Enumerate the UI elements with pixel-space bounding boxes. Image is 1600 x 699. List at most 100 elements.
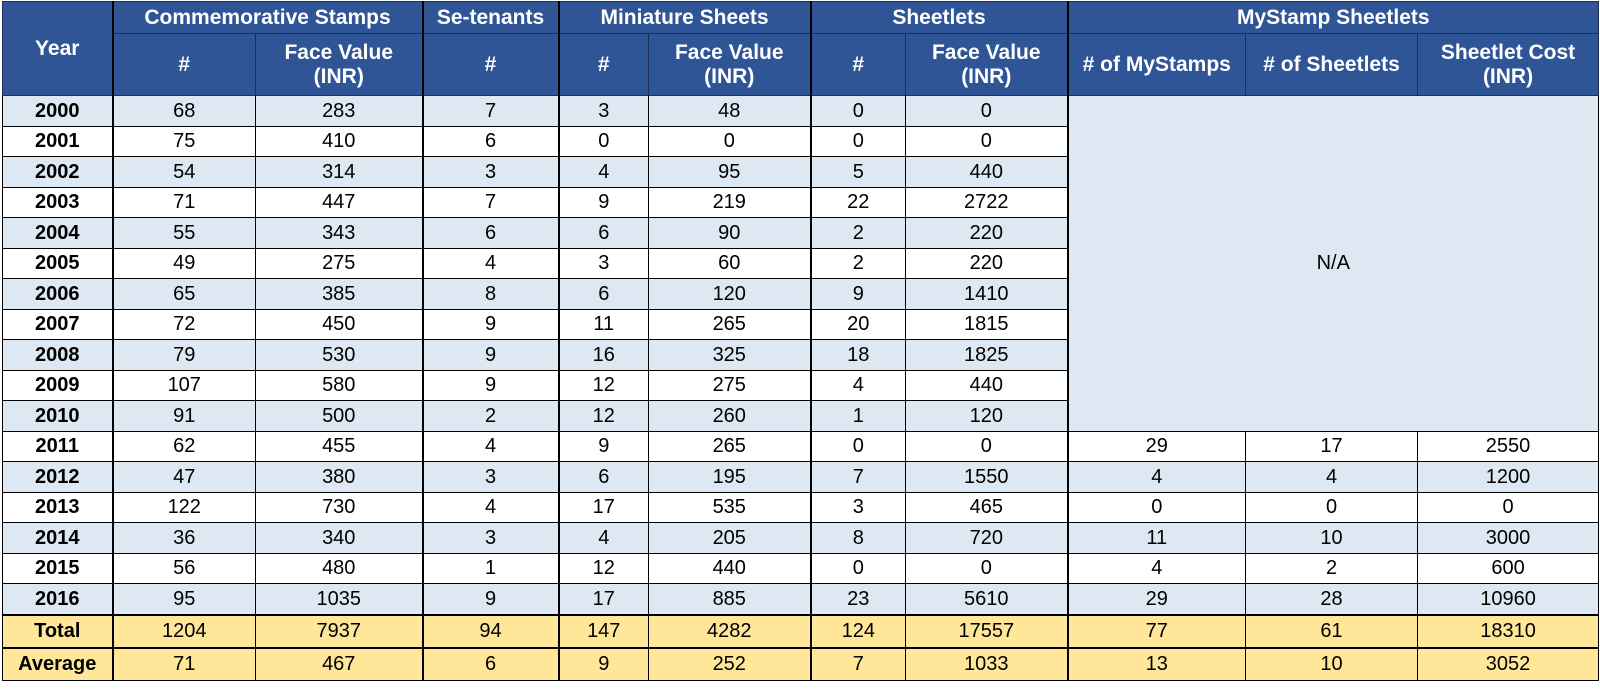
data-row: 2006 65 385 8 6 120 9 1410 bbox=[2, 278, 1599, 310]
column-header: # bbox=[809, 33, 907, 96]
value-cell: 0 bbox=[905, 95, 1069, 127]
value-cell: 107 bbox=[112, 369, 256, 401]
total-cell: 61 bbox=[1245, 613, 1419, 648]
value-cell: 260 bbox=[647, 400, 812, 432]
value-cell: 385 bbox=[255, 278, 423, 310]
value-cell: 0 bbox=[905, 552, 1069, 584]
value-cell: 410 bbox=[255, 125, 423, 157]
value-cell: 2 bbox=[1245, 552, 1419, 584]
value-cell: 56 bbox=[112, 552, 256, 584]
value-cell: 48 bbox=[647, 95, 812, 127]
year-cell: 2010 bbox=[2, 400, 114, 432]
data-row: 2011 62 455 4 9 265 0 0 29 17 2550 bbox=[2, 430, 1600, 462]
value-cell: 11 bbox=[557, 308, 649, 340]
value-cell: 1410 bbox=[905, 278, 1069, 310]
value-cell: 9 bbox=[421, 308, 559, 340]
average-cell: 1033 bbox=[905, 646, 1069, 681]
value-cell: 325 bbox=[647, 339, 812, 371]
value-cell: 22 bbox=[809, 186, 907, 218]
value-cell: 62 bbox=[112, 430, 256, 462]
total-label: Total bbox=[2, 613, 114, 648]
total-cell: 124 bbox=[809, 613, 907, 648]
value-cell: 600 bbox=[1417, 552, 1600, 584]
value-cell: 6 bbox=[421, 217, 559, 249]
total-cell: 18310 bbox=[1417, 613, 1600, 648]
data-row: 2008 79 530 9 16 325 18 1825 bbox=[2, 339, 1599, 371]
value-cell: 17 bbox=[1245, 430, 1419, 462]
value-cell: 12 bbox=[557, 552, 649, 584]
year-cell: 2002 bbox=[2, 156, 114, 188]
na-cell: N/A bbox=[1066, 95, 1600, 432]
value-cell: 450 bbox=[255, 308, 423, 340]
year-cell: 2012 bbox=[2, 461, 114, 493]
value-cell: 11 bbox=[1066, 522, 1247, 554]
value-cell: 18 bbox=[809, 339, 907, 371]
year-cell: 2004 bbox=[2, 217, 114, 249]
value-cell: 6 bbox=[557, 461, 649, 493]
value-cell: 29 bbox=[1066, 430, 1247, 462]
year-cell: 2006 bbox=[2, 278, 114, 310]
value-cell: 16 bbox=[557, 339, 649, 371]
value-cell: 95 bbox=[112, 583, 256, 615]
value-cell: 120 bbox=[905, 400, 1069, 432]
value-cell: 2 bbox=[809, 247, 907, 279]
value-cell: 1200 bbox=[1417, 461, 1600, 493]
value-cell: 1035 bbox=[255, 583, 423, 615]
group-header: Se-tenants bbox=[421, 1, 559, 34]
value-cell: 455 bbox=[255, 430, 423, 462]
value-cell: 4 bbox=[809, 369, 907, 401]
average-row: Average 71 467 6 9 252 7 1033 13 10 3052 bbox=[2, 646, 1600, 681]
value-cell: 343 bbox=[255, 217, 423, 249]
column-header: # of MyStamps bbox=[1066, 33, 1247, 96]
value-cell: 9 bbox=[809, 278, 907, 310]
value-cell: 90 bbox=[647, 217, 812, 249]
value-cell: 530 bbox=[255, 339, 423, 371]
value-cell: 71 bbox=[112, 186, 256, 218]
total-cell: 17557 bbox=[905, 613, 1069, 648]
value-cell: 7 bbox=[809, 461, 907, 493]
year-cell: 2005 bbox=[2, 247, 114, 279]
value-cell: 5 bbox=[809, 156, 907, 188]
value-cell: 1 bbox=[421, 552, 559, 584]
value-cell: 29 bbox=[1066, 583, 1247, 615]
column-header: # bbox=[111, 33, 256, 96]
value-cell: 219 bbox=[647, 186, 812, 218]
value-cell: 72 bbox=[112, 308, 256, 340]
value-cell: 2550 bbox=[1417, 430, 1600, 462]
value-cell: 4 bbox=[1066, 552, 1247, 584]
total-cell: 77 bbox=[1066, 613, 1247, 648]
column-header: Face Value (INR) bbox=[905, 33, 1069, 96]
value-cell: 220 bbox=[905, 247, 1069, 279]
value-cell: 1825 bbox=[905, 339, 1069, 371]
value-cell: 0 bbox=[647, 125, 812, 157]
value-cell: 75 bbox=[112, 125, 256, 157]
value-cell: 265 bbox=[647, 430, 812, 462]
data-row: 2009 107 580 9 12 275 4 440 bbox=[2, 369, 1599, 401]
stamp-table: Year Commemorative Stamps Se-tenants Minia… bbox=[2, 1, 1600, 681]
average-cell: 467 bbox=[255, 646, 423, 681]
year-header: Year bbox=[2, 1, 113, 96]
data-row: 2014 36 340 3 4 205 8 720 11 10 3000 bbox=[2, 522, 1600, 554]
value-cell: 9 bbox=[557, 430, 649, 462]
value-cell: 0 bbox=[809, 552, 907, 584]
average-cell: 3052 bbox=[1417, 646, 1600, 681]
value-cell: 0 bbox=[905, 430, 1069, 462]
value-cell: 314 bbox=[255, 156, 423, 188]
value-cell: 220 bbox=[905, 217, 1069, 249]
value-cell: 12 bbox=[557, 369, 649, 401]
year-cell: 2016 bbox=[2, 583, 114, 615]
value-cell: 3 bbox=[421, 522, 559, 554]
value-cell: 380 bbox=[255, 461, 423, 493]
value-cell: 3 bbox=[809, 491, 907, 523]
value-cell: 580 bbox=[255, 369, 423, 401]
value-cell: 20 bbox=[809, 308, 907, 340]
data-row: 2016 95 1035 9 17 885 23 5610 29 28 10960 bbox=[2, 583, 1600, 615]
value-cell: 17 bbox=[557, 583, 649, 615]
value-cell: 9 bbox=[421, 583, 559, 615]
total-cell: 147 bbox=[557, 613, 649, 648]
value-cell: 68 bbox=[112, 95, 256, 127]
value-cell: 7 bbox=[421, 95, 559, 127]
value-cell: 440 bbox=[905, 156, 1069, 188]
average-cell: 71 bbox=[112, 646, 256, 681]
